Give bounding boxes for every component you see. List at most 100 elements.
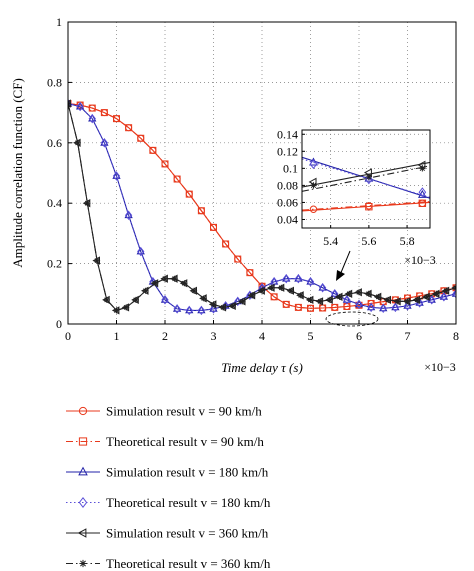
data-point	[343, 295, 351, 305]
data-point	[113, 115, 120, 123]
data-point	[239, 298, 246, 305]
data-point	[307, 304, 314, 312]
data-point	[172, 304, 182, 312]
data-point	[162, 275, 168, 282]
legend-label: Simulation result v = 360 km/h	[106, 526, 269, 541]
data-point	[288, 287, 295, 294]
data-point	[191, 287, 198, 294]
data-point	[197, 305, 206, 314]
data-point	[331, 303, 339, 311]
data-point	[137, 134, 145, 142]
legend-marker	[77, 528, 87, 538]
inset-data-point	[419, 165, 426, 172]
data-point	[365, 290, 372, 297]
legend-label: Theoretical result v = 360 km/h	[106, 556, 271, 571]
main-series-layer	[68, 98, 456, 316]
data-point	[152, 280, 159, 287]
data-point	[137, 246, 145, 257]
data-point	[306, 276, 315, 287]
inset-y-tick-label: 0.12	[277, 144, 298, 158]
data-point	[433, 290, 440, 297]
inset-data-point	[363, 168, 372, 177]
data-point	[197, 207, 205, 215]
x-axis-label: Time delay τ (s)	[221, 360, 303, 375]
main-ticks: 0 1 2 3 4 5 6 7 8 0 0.2 0.4 0.6 0.8 1	[47, 15, 459, 343]
data-point	[306, 277, 315, 285]
x-tick-label: 1	[114, 329, 120, 343]
legend-marker	[79, 559, 87, 568]
legend-label: Theoretical result v = 180 km/h	[106, 495, 271, 510]
data-point	[451, 285, 456, 291]
data-point	[210, 223, 217, 231]
inset-x-multiplier: ×10−3	[404, 253, 436, 267]
inset-data-point	[308, 177, 317, 187]
data-point	[103, 296, 110, 303]
x-tick-label: 8	[453, 329, 459, 343]
data-point	[439, 292, 449, 300]
data-point	[297, 292, 304, 299]
inset-x-tick-label: 5.4	[323, 234, 338, 248]
data-point	[160, 295, 170, 303]
data-point	[88, 113, 96, 124]
legend-item: Simulation result v = 90 km/h	[66, 404, 262, 419]
data-point	[367, 299, 375, 307]
data-point	[136, 246, 145, 255]
data-point	[278, 284, 285, 291]
inset-plot-frame	[301, 129, 431, 229]
data-point	[366, 302, 376, 311]
inset-series-line	[302, 161, 430, 188]
data-point	[100, 109, 108, 117]
inset-y-tick-label: 0.1	[283, 161, 298, 175]
data-point	[379, 303, 387, 314]
data-point	[100, 138, 109, 148]
inset-x-tick-label: 5.8	[400, 234, 415, 248]
inset-series-line	[302, 156, 430, 199]
data-point	[222, 240, 230, 248]
data-point	[75, 101, 85, 110]
data-point	[181, 280, 188, 287]
y-tick-label: 0.8	[47, 75, 62, 89]
series-line	[68, 103, 456, 311]
data-point	[161, 295, 169, 305]
data-point	[414, 296, 421, 303]
inset-data-point	[418, 187, 427, 198]
data-point	[307, 296, 314, 303]
data-point	[355, 299, 363, 310]
data-point	[331, 289, 339, 299]
inset-data-point	[365, 173, 373, 181]
inset-series-2	[302, 199, 430, 211]
data-point	[375, 293, 382, 300]
data-point	[330, 289, 339, 297]
inset-ticks: 5.4 5.6 5.8 0.04 0.06 0.08 0.1 0.12 0.14	[277, 127, 415, 248]
data-point	[197, 305, 206, 316]
data-point	[391, 302, 400, 313]
x-tick-label: 2	[162, 329, 168, 343]
inset-y-tick-label: 0.06	[277, 195, 298, 209]
data-point	[100, 138, 109, 146]
data-point	[452, 289, 456, 299]
x-axis-multiplier: ×10−3	[424, 360, 456, 374]
data-point	[404, 298, 411, 305]
data-point	[356, 289, 362, 296]
x-tick-label: 7	[405, 329, 411, 343]
data-point	[294, 274, 303, 282]
data-point	[346, 290, 353, 297]
legend-item: Theoretical result v = 90 km/h	[66, 434, 264, 449]
inset-data-point	[417, 160, 426, 170]
legend-label: Theoretical result v = 90 km/h	[106, 434, 264, 449]
x-tick-label: 3	[211, 329, 217, 343]
inset-data-point	[365, 174, 373, 185]
data-point	[123, 304, 130, 311]
data-point	[68, 98, 73, 107]
data-point	[142, 287, 149, 294]
data-point	[171, 275, 178, 282]
data-point	[294, 303, 302, 311]
inset-series-5	[302, 160, 430, 188]
main-grid	[68, 22, 456, 324]
legend-marker	[78, 496, 88, 509]
inset-series-layer	[302, 156, 430, 213]
data-point	[173, 304, 181, 314]
data-point	[282, 300, 290, 308]
data-point	[125, 124, 133, 132]
